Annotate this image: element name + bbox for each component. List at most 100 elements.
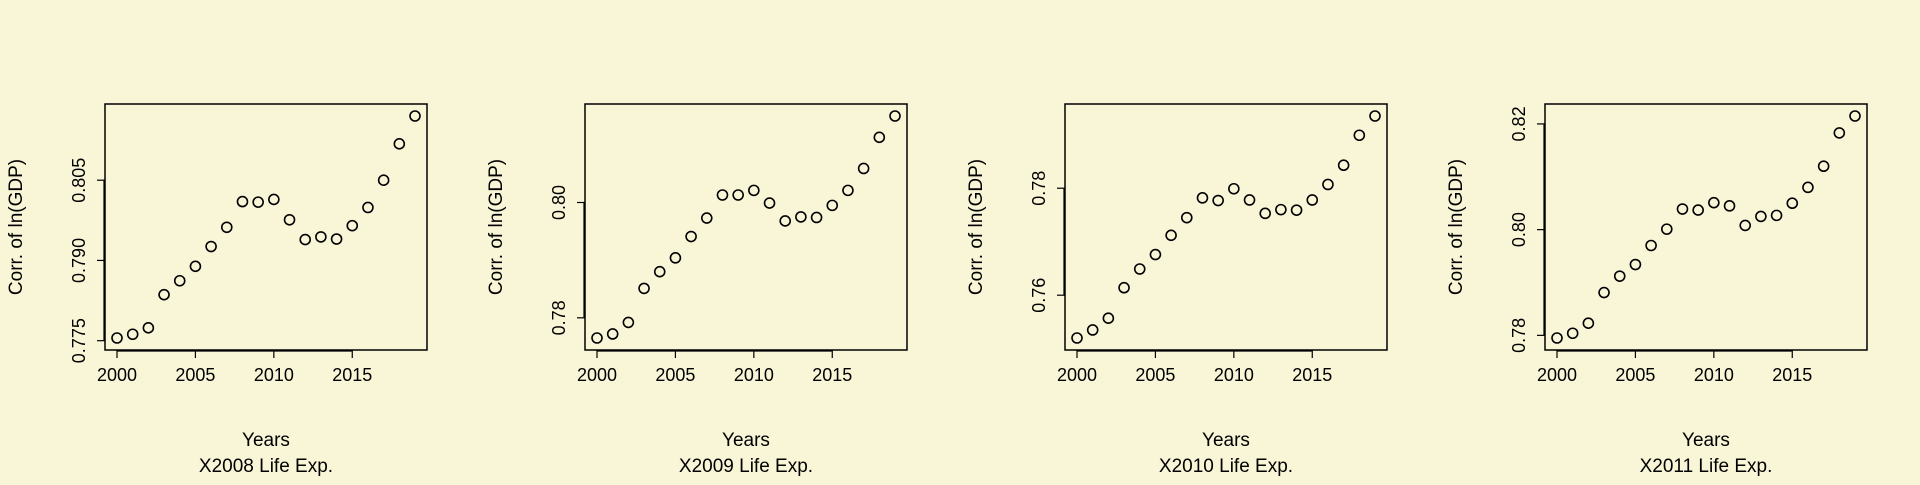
data-point xyxy=(748,184,760,197)
data-point xyxy=(779,215,792,227)
y-axis-title: Corr. of ln(GDP) xyxy=(1446,159,1467,295)
data-point xyxy=(1739,219,1752,232)
data-point xyxy=(1353,129,1366,142)
data-point xyxy=(810,211,823,224)
x-tick-label: 2000 xyxy=(1537,365,1577,385)
data-point xyxy=(346,219,359,232)
y-axis-title: Corr. of ln(GDP) xyxy=(486,159,507,295)
data-point xyxy=(795,211,807,223)
data-point xyxy=(653,265,666,278)
x-axis-subtitle: X2011 Life Exp. xyxy=(1640,456,1773,477)
data-point xyxy=(283,213,296,226)
data-point xyxy=(1259,207,1272,220)
y-tick-label: 0.775 xyxy=(69,318,89,363)
data-point xyxy=(1102,312,1115,325)
data-point xyxy=(685,230,697,243)
data-point xyxy=(1551,332,1563,344)
data-point xyxy=(700,212,713,224)
x-tick-label: 2005 xyxy=(175,365,215,385)
data-point xyxy=(142,322,155,334)
data-point xyxy=(1802,181,1814,194)
data-point xyxy=(1660,223,1673,235)
plot-frame xyxy=(1544,103,1868,351)
y-tick-label: 0.78 xyxy=(1029,171,1049,206)
x-tick-label: 2010 xyxy=(254,365,294,385)
data-point xyxy=(732,189,744,201)
data-point xyxy=(826,199,839,212)
y-tick-label: 0.80 xyxy=(1509,212,1529,247)
data-point xyxy=(1306,194,1319,206)
data-point xyxy=(315,231,327,243)
x-tick-label: 2015 xyxy=(812,365,852,385)
x-axis-title: Years xyxy=(242,430,290,451)
data-point xyxy=(126,328,139,341)
data-point xyxy=(1337,159,1350,172)
data-point xyxy=(189,260,202,273)
y-axis-title: Corr. of ln(GDP) xyxy=(966,159,987,295)
plot-frame xyxy=(1064,103,1388,351)
data-point xyxy=(606,328,619,340)
x-tick-label: 2005 xyxy=(1135,365,1175,385)
x-axis-subtitle: X2010 Life Exp. xyxy=(1159,456,1293,477)
data-point xyxy=(299,233,312,246)
x-tick-label: 2000 xyxy=(97,365,137,385)
y-tick-label: 0.76 xyxy=(1029,278,1049,313)
data-point xyxy=(1849,110,1861,122)
data-point xyxy=(1118,281,1130,294)
chart-panel: 2000 2005 2010 2015 0.78 0.80 0.82 Corr. of ln(… xyxy=(1446,103,1868,477)
data-point xyxy=(1582,317,1595,330)
chart-panel: 2000 2005 2010 2015 0.76 0.78 Corr. of ln(GDP)… xyxy=(966,103,1388,477)
data-point xyxy=(763,197,776,209)
data-point xyxy=(1275,203,1287,216)
chart-panel: 2000 2005 2010 2015 0.775 0.790 0.805 Corr. of … xyxy=(6,103,428,477)
data-point xyxy=(362,201,374,214)
x-tick-label: 2005 xyxy=(655,365,695,385)
x-axis-subtitle: X2008 Life Exp. xyxy=(199,456,333,477)
data-point xyxy=(1086,324,1099,336)
plot-frame xyxy=(584,103,908,351)
x-tick-label: 2005 xyxy=(1615,365,1655,385)
data-point xyxy=(873,131,886,144)
y-tick-label: 0.790 xyxy=(69,238,89,283)
data-point xyxy=(330,233,343,245)
x-axis-title: Years xyxy=(722,430,770,451)
data-point xyxy=(1629,258,1642,271)
data-point xyxy=(1723,200,1736,212)
y-tick-label: 0.80 xyxy=(549,185,569,220)
chart-panel: 2000 2005 2010 2015 0.78 0.80 Corr. of ln(GDP)… xyxy=(486,103,908,477)
data-point xyxy=(591,332,603,344)
data-point xyxy=(842,184,854,197)
data-point xyxy=(1228,182,1240,195)
data-point xyxy=(1196,192,1209,204)
data-point xyxy=(252,196,264,208)
x-tick-label: 2000 xyxy=(1057,365,1097,385)
data-point xyxy=(1692,204,1704,216)
y-tick-label: 0.82 xyxy=(1509,106,1529,141)
data-point xyxy=(669,252,682,264)
data-point xyxy=(1755,210,1767,223)
data-point xyxy=(1676,203,1689,215)
data-point xyxy=(236,195,249,208)
data-point xyxy=(857,162,870,175)
data-point xyxy=(409,110,421,122)
data-point xyxy=(1708,196,1720,209)
data-point xyxy=(393,138,406,150)
x-tick-label: 2010 xyxy=(1694,365,1734,385)
data-point xyxy=(1770,209,1783,222)
x-tick-label: 2015 xyxy=(1292,365,1332,385)
data-point xyxy=(205,240,217,253)
data-point xyxy=(1369,110,1381,122)
data-point xyxy=(1212,194,1224,207)
data-point xyxy=(1071,332,1083,344)
y-axis-title: Corr. of ln(GDP) xyxy=(6,159,27,295)
x-axis-title: Years xyxy=(1202,430,1250,451)
x-tick-label: 2000 xyxy=(577,365,617,385)
y-tick-label: 0.805 xyxy=(69,158,89,203)
data-point xyxy=(638,282,650,295)
data-point xyxy=(716,189,729,201)
data-point xyxy=(1133,263,1146,275)
data-point xyxy=(1322,178,1334,191)
data-point xyxy=(1149,248,1162,261)
